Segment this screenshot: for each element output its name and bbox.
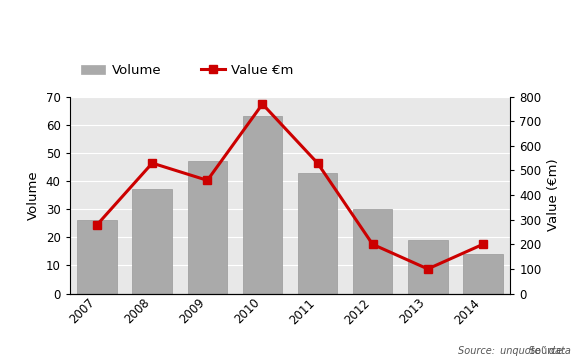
Text: Source:  unquote” data: Source: unquote” data	[458, 346, 571, 356]
Bar	[463, 254, 503, 294]
Bar	[298, 173, 338, 294]
Bar	[242, 116, 282, 294]
Text: Source:: Source:	[528, 346, 568, 356]
Bar	[77, 221, 117, 294]
Legend: Volume, Value €m: Volume, Value €m	[76, 59, 299, 82]
Bar	[187, 161, 227, 294]
Text: Private equity dealflow in the alternative energy sector: Private equity dealflow in the alternati…	[68, 19, 512, 33]
Bar	[353, 209, 393, 294]
Bar	[408, 240, 448, 294]
Bar	[132, 189, 172, 294]
Y-axis label: Value (€m): Value (€m)	[548, 159, 560, 231]
Y-axis label: Volume: Volume	[27, 170, 40, 220]
